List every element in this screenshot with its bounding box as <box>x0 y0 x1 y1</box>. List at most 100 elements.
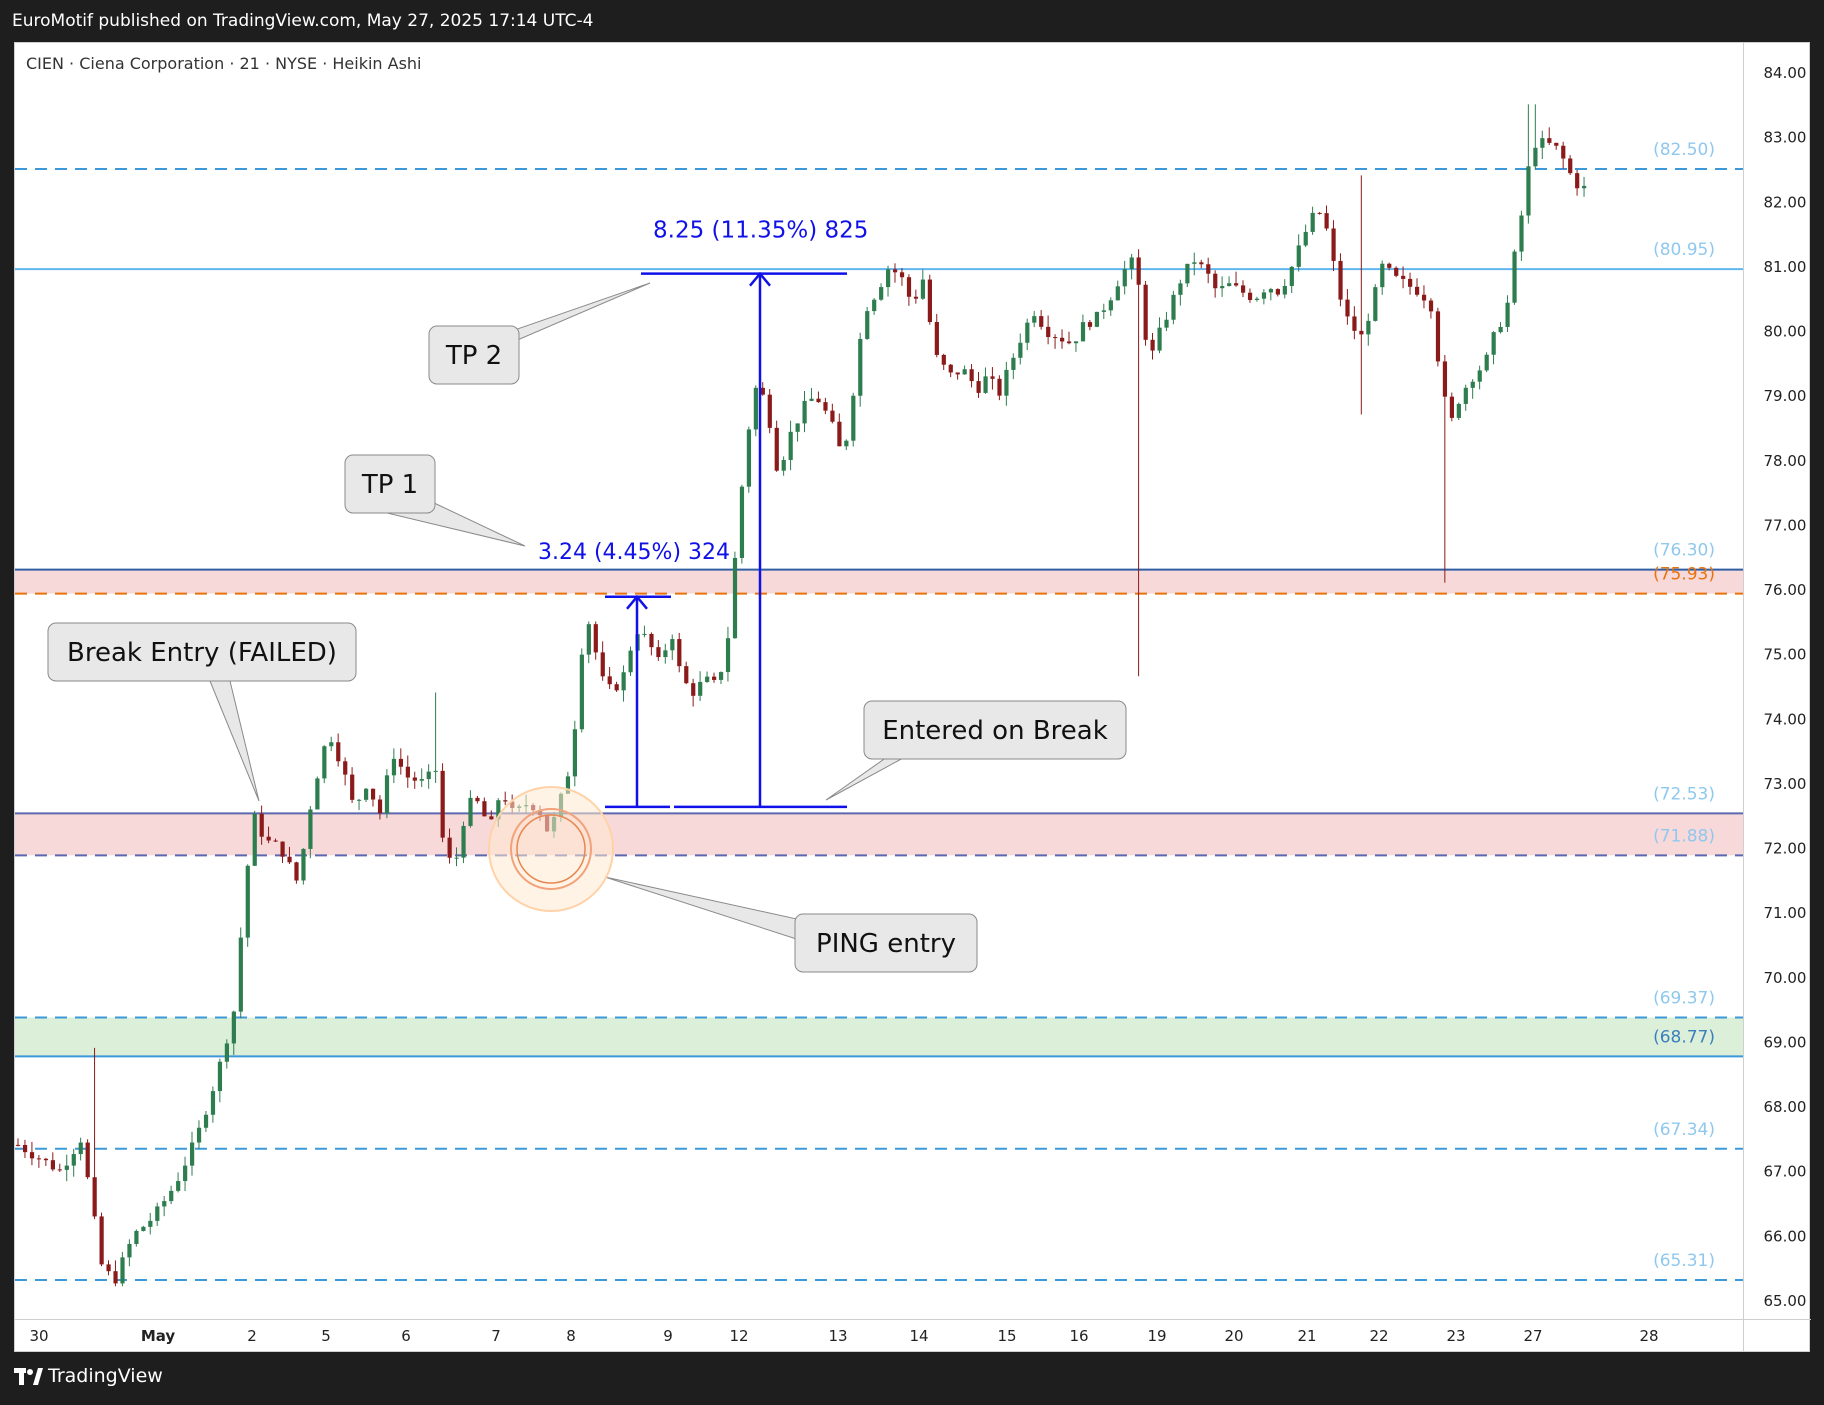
candle <box>739 484 745 564</box>
price-axis: 84.00 83.00 82.00 81.00 80.00 79.00 78.00 77.00… <box>1764 64 1807 1310</box>
candles-layer <box>16 104 1587 1287</box>
candle <box>1310 206 1315 235</box>
candle <box>336 733 341 767</box>
candle <box>1470 379 1475 399</box>
candle <box>1331 220 1336 272</box>
candle <box>1491 331 1496 365</box>
candle <box>169 1185 174 1205</box>
candle <box>99 1212 104 1267</box>
candle <box>398 748 404 775</box>
candle <box>391 748 397 784</box>
candle <box>1505 295 1510 332</box>
candle <box>1025 318 1030 351</box>
tradingview-logo-icon <box>14 1368 43 1385</box>
time-tick-label: 20 <box>1224 1327 1243 1345</box>
candle <box>788 420 793 471</box>
candle <box>1289 265 1294 294</box>
candle <box>1568 155 1573 175</box>
candle <box>1526 104 1531 224</box>
candle <box>1442 354 1448 583</box>
callout-ping-entry[interactable]: PING entry <box>604 876 978 973</box>
chart-frame: 3.24 (4.45%) 324 8.25 (11.35%) 825 TP 2 TP… <box>14 42 1811 1353</box>
candle <box>1498 322 1503 334</box>
price-tick-label: 76.00 <box>1764 581 1807 599</box>
candle <box>1282 279 1287 299</box>
price-tick-label: 67.00 <box>1764 1163 1807 1181</box>
candle <box>364 787 369 802</box>
level-label: (75.93) <box>1653 565 1715 585</box>
candle <box>405 755 410 788</box>
candle <box>287 846 292 864</box>
candle <box>1373 284 1378 322</box>
candle <box>760 382 765 396</box>
candle <box>1039 310 1044 330</box>
candle <box>57 1163 62 1172</box>
candle <box>190 1131 195 1176</box>
time-tick-label: 30 <box>29 1327 48 1345</box>
candle <box>865 306 870 340</box>
candle <box>294 861 299 884</box>
measure-tool[interactable]: 3.24 (4.45%) 324 <box>538 540 730 809</box>
candle <box>858 332 863 407</box>
callout-tp-2[interactable]: TP 2 <box>428 282 651 385</box>
candle <box>879 283 884 301</box>
candle <box>1227 276 1232 287</box>
candle <box>238 927 243 1019</box>
candle <box>155 1202 160 1226</box>
candle <box>148 1212 153 1235</box>
candle <box>670 634 675 660</box>
level-label: (76.30) <box>1653 541 1715 561</box>
candle <box>1345 289 1350 325</box>
zone-0 <box>15 569 1743 594</box>
candle <box>1192 252 1197 276</box>
candle <box>1018 333 1023 365</box>
callout-tp-1[interactable]: TP 1 <box>344 454 526 547</box>
callout-break-entry-failed[interactable]: Break Entry (FAILED) <box>47 622 357 802</box>
publish-info: EuroMotif published on TradingView.com, … <box>0 0 1824 42</box>
candle <box>1317 212 1322 215</box>
candle <box>1554 142 1559 150</box>
callout-entered-on-break[interactable]: Entered on Break <box>825 700 1127 801</box>
candle <box>85 1139 90 1180</box>
candle <box>1178 279 1183 306</box>
time-axis-border <box>15 1319 1811 1320</box>
candle <box>1087 319 1093 331</box>
candle <box>447 828 452 864</box>
time-tick-label: 23 <box>1446 1327 1465 1345</box>
candle <box>1247 288 1253 303</box>
price-tick-label: 74.00 <box>1764 710 1807 728</box>
candle <box>579 648 584 733</box>
candle <box>1380 260 1385 295</box>
candle <box>1484 352 1489 373</box>
time-tick-label: 16 <box>1069 1327 1088 1345</box>
candle <box>1561 141 1566 169</box>
tradingview-brand: TradingView <box>48 1365 163 1387</box>
candle <box>1268 287 1274 301</box>
level-label: (71.88) <box>1653 826 1715 846</box>
price-axis-border <box>1743 43 1744 1353</box>
level-label: (65.31) <box>1653 1251 1715 1271</box>
level-label: (68.77) <box>1653 1027 1715 1047</box>
candle <box>892 263 898 283</box>
price-tick-label: 68.00 <box>1764 1098 1807 1116</box>
candle <box>1575 169 1580 196</box>
candle <box>1387 262 1392 271</box>
candle <box>92 1047 97 1220</box>
candle <box>1101 303 1106 320</box>
candle <box>1171 290 1176 325</box>
candle <box>607 667 612 690</box>
candle <box>301 848 306 885</box>
candle <box>1115 280 1120 301</box>
candle <box>134 1229 139 1247</box>
candle <box>489 810 494 820</box>
price-tick-label: 70.00 <box>1764 969 1807 987</box>
ping-entry-marker <box>488 786 614 912</box>
measure-tool[interactable]: 8.25 (11.35%) 825 <box>641 218 868 809</box>
candle <box>816 391 821 403</box>
candle <box>1032 310 1037 328</box>
candle <box>1582 176 1587 197</box>
svg-text:TP 1: TP 1 <box>361 470 418 500</box>
candle <box>210 1086 216 1123</box>
candle <box>329 736 334 752</box>
